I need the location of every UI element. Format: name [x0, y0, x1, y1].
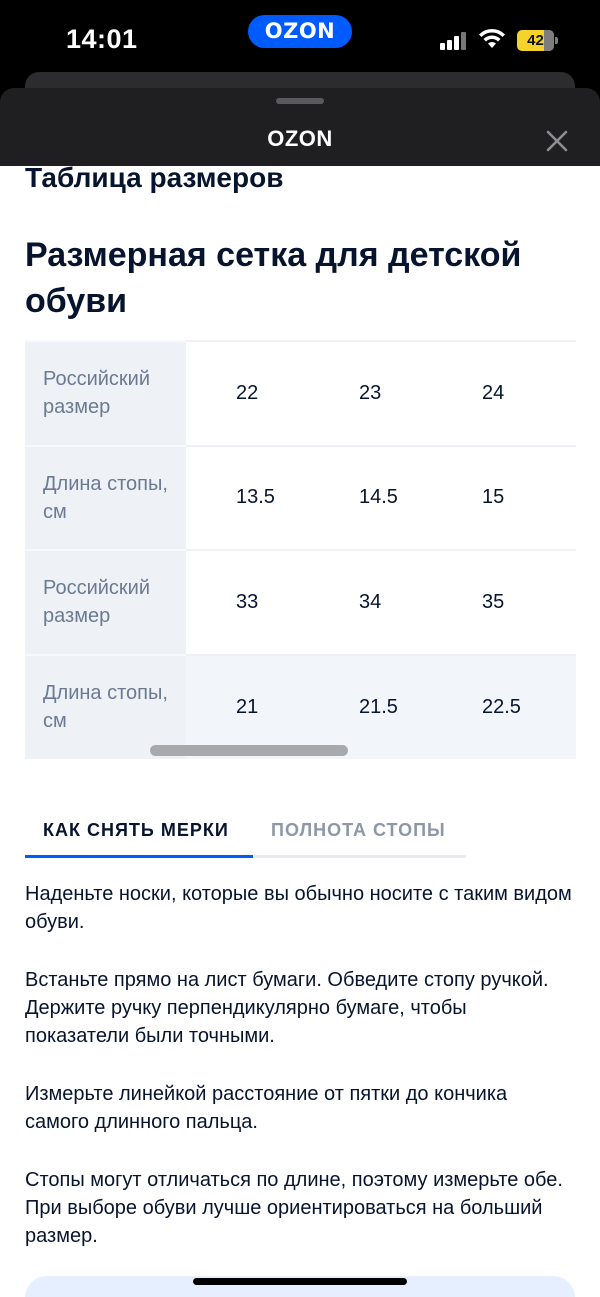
cellular-signal-icon	[440, 32, 466, 50]
instructions: Наденьте носки, которые вы обычно носите…	[25, 880, 575, 1280]
battery-level: 42	[527, 32, 544, 49]
status-bar: 14:01 OZON 42	[0, 0, 600, 80]
instruction-paragraph: Наденьте носки, которые вы обычно носите…	[25, 883, 572, 933]
sheet-grabber[interactable]	[276, 98, 324, 104]
close-icon[interactable]	[544, 128, 570, 154]
measure-tabs: КАК СНЯТЬ МЕРКИ ПОЛНОТА СТОПЫ	[25, 814, 466, 858]
row-label: Российский размер	[25, 549, 186, 655]
table-cell: 22.5	[432, 653, 576, 759]
home-indicator[interactable]	[193, 1278, 407, 1285]
info-box	[25, 1276, 575, 1297]
instruction-paragraph: Встаньте прямо на лист бумаги. Обведите …	[25, 969, 549, 1047]
status-time: 14:01	[66, 24, 138, 54]
table-row: Длина стопы, см 13.5 14.5 15	[25, 444, 576, 550]
table-row: Российский размер 22 23 24	[25, 340, 576, 446]
table-cell: 21.5	[309, 653, 432, 759]
modal-title: OZON	[267, 126, 333, 151]
table-cell: 33	[186, 549, 309, 655]
table-cell: 23	[309, 340, 432, 446]
instruction-paragraph: Стопы могут отличаться по длине, поэтому…	[25, 1169, 563, 1247]
row-label: Российский размер	[25, 340, 186, 446]
section-title: Таблица размеров	[25, 166, 284, 193]
ozon-app-pill[interactable]: OZON	[248, 15, 352, 48]
table-cell: 21	[186, 653, 309, 759]
table-cell: 22	[186, 340, 309, 446]
instruction-paragraph: Измерьте линейкой расстояние от пятки до…	[25, 1083, 508, 1133]
table-cell: 34	[309, 549, 432, 655]
table-cell: 24	[432, 340, 576, 446]
active-tab-indicator	[25, 855, 253, 858]
tab-foot-width[interactable]: ПОЛНОТА СТОПЫ	[271, 820, 446, 840]
modal-header: OZON	[0, 88, 600, 166]
table-cell: 15	[432, 444, 576, 550]
row-label: Длина стопы, см	[25, 653, 186, 759]
tab-how-to-measure[interactable]: КАК СНЯТЬ МЕРКИ	[43, 820, 229, 840]
modal-content: Таблица размеров Размерная сетка для дет…	[0, 166, 600, 1297]
table-horizontal-scrollbar[interactable]	[150, 745, 348, 756]
wifi-icon	[479, 28, 505, 48]
table-row: Длина стопы, см 21 21.5 22.5	[25, 653, 576, 759]
table-cell: 13.5	[186, 444, 309, 550]
battery-icon: 42	[517, 30, 559, 51]
table-row: Российский размер 33 34 35	[25, 549, 576, 655]
table-cell: 35	[432, 549, 576, 655]
row-label: Длина стопы, см	[25, 444, 186, 550]
size-table: Российский размер 22 23 24 Длина стопы, …	[25, 340, 576, 759]
table-cell: 14.5	[309, 444, 432, 550]
page-heading: Размерная сетка для детской обуви	[25, 236, 522, 320]
